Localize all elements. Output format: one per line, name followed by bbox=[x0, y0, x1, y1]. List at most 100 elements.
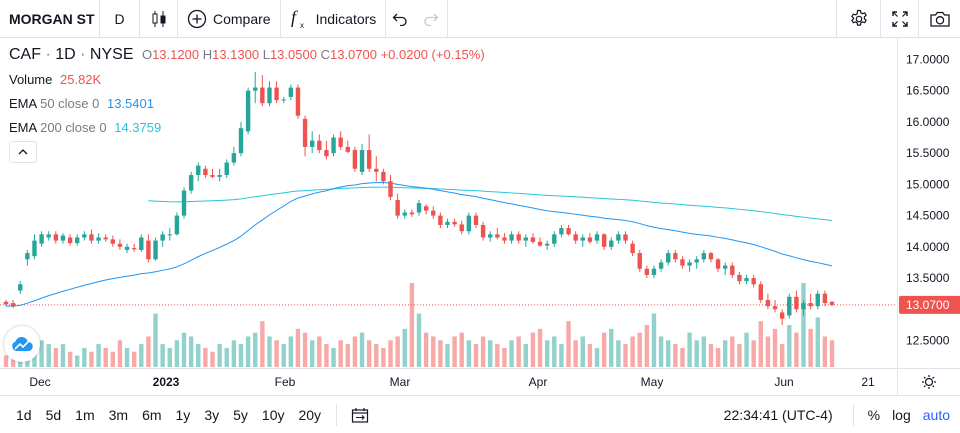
volume-bar bbox=[794, 332, 799, 367]
candle bbox=[687, 259, 692, 272]
range-buttons: 1d 5d 1m 3m 6m 1y 3y 5y 10y 20y bbox=[9, 407, 328, 423]
auto-scale-button[interactable]: auto bbox=[922, 406, 950, 423]
price-axis[interactable]: 17.0000 16.5000 16.0000 15.5000 15.0000 14.50… bbox=[897, 38, 960, 368]
candle-body bbox=[267, 87, 272, 104]
range-button-1y[interactable]: 1y bbox=[175, 406, 191, 423]
range-button-6m[interactable]: 6m bbox=[142, 406, 162, 423]
candle-body bbox=[530, 237, 536, 242]
interval-button[interactable]: D bbox=[100, 0, 140, 38]
volume-bar bbox=[295, 328, 301, 367]
candle-body bbox=[96, 237, 101, 241]
volume-bar bbox=[687, 332, 692, 367]
candle bbox=[110, 235, 116, 247]
candle-body bbox=[594, 234, 600, 241]
candle bbox=[331, 134, 336, 157]
volume-value: 25.82K bbox=[60, 72, 102, 87]
candle bbox=[352, 146, 358, 172]
volume-bar bbox=[559, 344, 564, 367]
candle-body bbox=[39, 234, 44, 244]
legend-volume-row[interactable]: Volume 25.82K bbox=[9, 68, 485, 92]
candle-body bbox=[3, 301, 9, 305]
candle bbox=[153, 237, 158, 261]
candle-body bbox=[630, 243, 635, 254]
range-button-1d[interactable]: 1d bbox=[16, 406, 32, 423]
candle bbox=[18, 281, 23, 294]
undo-icon bbox=[392, 13, 407, 26]
candle bbox=[552, 231, 557, 247]
candle-body bbox=[673, 253, 678, 260]
candle-body bbox=[815, 293, 820, 307]
volume-bar bbox=[395, 336, 400, 367]
legend-ema200-row[interactable]: EMA 200 close 0 14.3759 bbox=[9, 116, 485, 140]
candle-body bbox=[737, 274, 742, 282]
candle bbox=[139, 234, 144, 252]
candle bbox=[103, 234, 108, 242]
candle bbox=[295, 84, 301, 119]
candle-body bbox=[381, 171, 386, 182]
fullscreen-button[interactable] bbox=[880, 0, 918, 38]
volume-bar bbox=[96, 344, 101, 367]
range-button-3m[interactable]: 3m bbox=[108, 406, 129, 423]
candles-icon bbox=[152, 10, 165, 27]
candle bbox=[751, 274, 756, 288]
price-chart[interactable] bbox=[0, 38, 897, 368]
candle bbox=[196, 162, 201, 182]
indicators-button[interactable]: f x Indicators bbox=[281, 0, 387, 38]
price-tick-label: 14.0000 bbox=[906, 240, 950, 254]
bottom-right-controls: 22:34:41 (UTC-4) % log auto bbox=[712, 396, 960, 433]
volume-label: Volume bbox=[9, 72, 53, 87]
candle bbox=[53, 231, 59, 244]
range-button-3y[interactable]: 3y bbox=[204, 406, 220, 423]
candle-body bbox=[438, 215, 443, 225]
volume-bar bbox=[238, 344, 244, 367]
legend-collapse-button[interactable] bbox=[9, 141, 37, 163]
candle bbox=[758, 281, 763, 304]
candle bbox=[673, 249, 678, 263]
candle-body bbox=[245, 90, 251, 132]
candle-body bbox=[687, 262, 692, 266]
candle-body bbox=[75, 237, 80, 244]
settings-button[interactable] bbox=[836, 0, 880, 38]
range-button-1m[interactable]: 1m bbox=[75, 406, 95, 423]
log-scale-button[interactable]: log bbox=[892, 406, 911, 423]
candle bbox=[188, 171, 194, 194]
candle bbox=[445, 218, 450, 229]
redo-button[interactable] bbox=[414, 0, 449, 38]
compare-label: Compare bbox=[213, 10, 271, 27]
time-axis-settings-button[interactable] bbox=[897, 369, 960, 395]
date-range-button[interactable] bbox=[345, 407, 375, 423]
clock[interactable]: 22:34:41 (UTC-4) bbox=[723, 406, 833, 423]
snapshot-button[interactable] bbox=[918, 0, 960, 38]
chart-type-button[interactable] bbox=[140, 0, 178, 38]
symbol-search[interactable]: MORGAN ST bbox=[0, 0, 100, 38]
svg-text:f: f bbox=[291, 8, 299, 27]
price-tick-label: 15.0000 bbox=[906, 177, 950, 191]
range-button-5d[interactable]: 5d bbox=[45, 406, 62, 423]
candle bbox=[402, 209, 407, 219]
undo-button[interactable] bbox=[386, 0, 414, 38]
candle bbox=[488, 231, 493, 242]
candle bbox=[210, 168, 215, 179]
volume-bar bbox=[680, 347, 685, 367]
candle-body bbox=[217, 175, 222, 177]
range-button-5y[interactable]: 5y bbox=[233, 406, 248, 423]
volume-bar bbox=[203, 347, 208, 367]
range-button-20y[interactable]: 20y bbox=[298, 406, 322, 423]
ema50-params: 50 close 0 bbox=[40, 96, 100, 111]
candle bbox=[224, 159, 229, 179]
compare-button[interactable]: Compare bbox=[178, 0, 281, 38]
tradingview-logo[interactable] bbox=[4, 326, 40, 362]
volume-bar bbox=[281, 344, 286, 367]
legend-ema50-row[interactable]: EMA 50 close 0 13.5401 bbox=[9, 92, 485, 116]
candle bbox=[644, 265, 650, 279]
candle-body bbox=[409, 212, 415, 215]
price-tick-label: 12.5000 bbox=[906, 334, 950, 348]
legend-interval: 1D bbox=[55, 46, 76, 63]
volume-bar bbox=[359, 332, 365, 367]
percent-scale-button[interactable]: % bbox=[867, 406, 881, 423]
chart-legend: CAF · 1D · NYSE O13.1200 H13.1300 L13.05… bbox=[9, 46, 485, 140]
volume-bar bbox=[210, 351, 215, 367]
volume-bar bbox=[139, 344, 144, 367]
time-axis[interactable]: Dec 2023 Feb Mar Apr May Jun 21 bbox=[0, 368, 960, 395]
range-button-10y[interactable]: 10y bbox=[261, 406, 285, 423]
